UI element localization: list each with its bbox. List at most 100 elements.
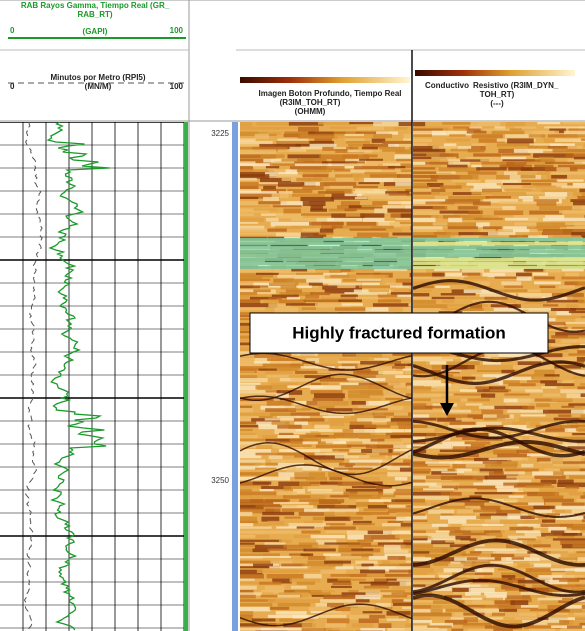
texture — [413, 471, 430, 474]
texture — [565, 605, 585, 610]
texture — [346, 221, 377, 226]
texture — [515, 617, 547, 620]
texture — [443, 229, 479, 233]
texture — [413, 229, 437, 232]
texture — [304, 375, 334, 379]
texture — [368, 289, 390, 293]
texture — [328, 208, 354, 212]
texture — [495, 485, 514, 489]
texture — [409, 618, 412, 624]
texture — [575, 428, 585, 432]
texture — [532, 471, 562, 477]
texture — [353, 370, 384, 375]
texture — [460, 424, 479, 429]
texture — [408, 449, 412, 454]
texture — [398, 143, 412, 148]
texture — [353, 520, 372, 525]
texture — [413, 620, 432, 625]
texture — [303, 299, 341, 303]
texture — [545, 428, 568, 432]
texture — [539, 206, 581, 211]
texture — [346, 146, 359, 151]
texture — [270, 221, 312, 227]
texture — [347, 452, 367, 456]
texture — [240, 385, 258, 391]
texture — [240, 592, 262, 596]
texture — [534, 164, 554, 168]
texture — [498, 148, 528, 154]
texture — [288, 523, 331, 527]
texture — [289, 166, 327, 171]
texture — [382, 459, 404, 464]
texture — [370, 581, 406, 586]
texture — [511, 557, 525, 560]
texture — [279, 292, 302, 295]
texture — [325, 523, 346, 526]
texture — [413, 444, 452, 449]
texture — [425, 461, 463, 465]
texture — [297, 172, 339, 177]
texture — [493, 449, 520, 455]
texture — [328, 282, 362, 287]
texture — [286, 467, 303, 473]
texture — [350, 415, 390, 420]
texture — [413, 210, 454, 216]
texture — [405, 505, 412, 508]
texture — [300, 618, 314, 623]
texture — [392, 462, 412, 466]
texture — [289, 553, 310, 556]
texture — [438, 526, 465, 532]
texture — [413, 505, 441, 509]
texture — [258, 131, 282, 135]
texture — [319, 459, 344, 463]
texture — [474, 217, 504, 221]
texture — [460, 561, 476, 565]
texture — [393, 491, 412, 497]
texture — [413, 159, 440, 164]
texture — [290, 378, 316, 381]
texture — [447, 414, 484, 419]
texture — [401, 548, 412, 551]
texture — [240, 303, 278, 308]
texture — [454, 296, 495, 300]
texture — [497, 488, 524, 493]
texture — [527, 145, 567, 150]
texture — [435, 557, 466, 562]
texture — [312, 544, 330, 548]
texture — [488, 579, 526, 584]
texture — [482, 479, 519, 484]
texture — [362, 217, 395, 223]
texture — [533, 365, 567, 370]
texture — [533, 563, 552, 567]
texture — [343, 602, 384, 608]
texture — [293, 418, 325, 422]
texture — [400, 213, 412, 219]
texture — [544, 579, 568, 585]
texture — [413, 232, 447, 237]
texture — [240, 560, 280, 564]
texture — [478, 605, 516, 608]
texture — [240, 462, 261, 467]
texture — [240, 476, 258, 481]
texture — [413, 515, 427, 520]
texture — [480, 505, 501, 511]
texture — [413, 272, 442, 278]
texture — [577, 195, 585, 200]
texture — [326, 628, 340, 631]
texture — [240, 438, 265, 442]
texture — [447, 551, 466, 556]
texture — [436, 482, 460, 488]
texture — [413, 156, 447, 160]
texture — [532, 544, 551, 548]
texture — [351, 486, 392, 489]
texture — [517, 579, 549, 584]
texture — [349, 228, 387, 231]
texture — [321, 225, 336, 230]
texture — [310, 208, 327, 212]
texture — [291, 217, 319, 222]
texture — [355, 501, 389, 507]
fracture — [413, 440, 585, 460]
texture — [240, 542, 255, 547]
texture — [271, 294, 299, 299]
texture — [574, 568, 585, 572]
